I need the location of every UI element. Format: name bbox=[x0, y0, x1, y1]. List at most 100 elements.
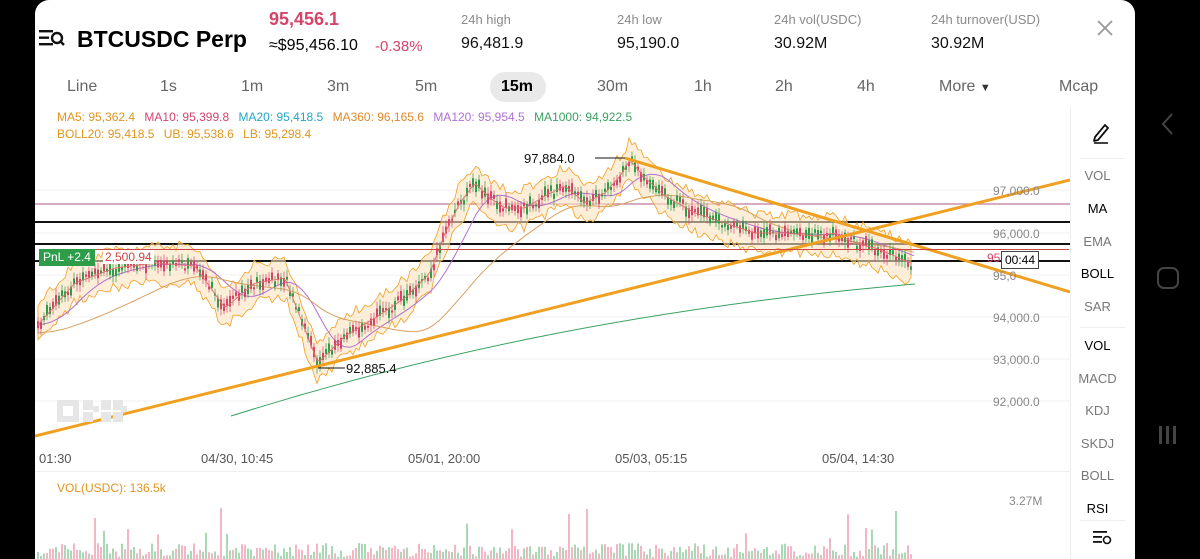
side-skdj[interactable]: SKDJ bbox=[1080, 436, 1115, 451]
tf-15m[interactable]: 15m bbox=[501, 78, 534, 95]
candle-body bbox=[499, 201, 501, 213]
volume-bar bbox=[67, 549, 69, 559]
volume-bar bbox=[367, 552, 369, 559]
candle-body bbox=[79, 278, 81, 286]
candle-body bbox=[784, 225, 786, 237]
volume-bar bbox=[151, 543, 153, 559]
candle-body bbox=[607, 182, 609, 190]
volume-bar bbox=[247, 548, 249, 559]
volume-bar bbox=[358, 543, 360, 559]
tf-1m[interactable]: 1m bbox=[241, 78, 264, 95]
volume-bar bbox=[685, 549, 687, 559]
side-macd[interactable]: MACD bbox=[1078, 371, 1117, 386]
volume-bar bbox=[862, 555, 864, 559]
volume-bar bbox=[721, 554, 723, 559]
volume-bar bbox=[904, 552, 906, 559]
volume-bar bbox=[118, 556, 120, 559]
home-button-icon[interactable] bbox=[1156, 266, 1180, 290]
tf-more[interactable]: More ▼ bbox=[939, 78, 991, 96]
recent-apps-icon[interactable] bbox=[1157, 424, 1179, 446]
pnl-tag[interactable]: PnL +2.4 bbox=[39, 249, 95, 266]
candle-body bbox=[454, 209, 456, 214]
candle-body bbox=[88, 270, 90, 278]
side-kdj[interactable]: KDJ bbox=[1085, 403, 1110, 418]
volume-bar bbox=[589, 553, 591, 559]
volume-bar bbox=[718, 554, 720, 559]
side-ema[interactable]: EMA bbox=[1083, 234, 1112, 249]
volume-bar bbox=[520, 556, 522, 559]
volume-bar bbox=[871, 529, 873, 559]
side-boll[interactable]: BOLL bbox=[1080, 266, 1115, 281]
volume-bar bbox=[457, 552, 459, 559]
price-chart[interactable] bbox=[35, 108, 1070, 559]
tf-1s[interactable]: 1s bbox=[160, 78, 177, 95]
side-rsi[interactable]: RSI bbox=[1086, 501, 1109, 516]
volume-bar bbox=[490, 550, 492, 559]
candle-body bbox=[181, 260, 183, 263]
side-ma[interactable]: MA bbox=[1087, 201, 1108, 216]
candle-body bbox=[532, 204, 534, 209]
volume-bar bbox=[607, 546, 609, 559]
volume-bar bbox=[115, 551, 117, 559]
back-chevron-icon[interactable] bbox=[1160, 112, 1176, 136]
volume-bar bbox=[364, 544, 366, 559]
tf-line[interactable]: Line bbox=[67, 78, 98, 95]
menu-search-icon[interactable] bbox=[39, 26, 65, 50]
volume-bar bbox=[172, 550, 174, 559]
volume-bar bbox=[175, 548, 177, 559]
volume-bar bbox=[121, 543, 123, 559]
indicator-settings-icon[interactable] bbox=[1091, 528, 1113, 546]
volume-bar bbox=[340, 550, 342, 559]
volume-bar bbox=[529, 546, 531, 559]
volume-bar bbox=[733, 548, 735, 559]
draw-pen-icon[interactable] bbox=[1091, 122, 1111, 144]
symbol-title[interactable]: BTCUSDC Perp bbox=[77, 26, 247, 52]
side-vol-sub[interactable]: VOL bbox=[1084, 338, 1111, 353]
candle-body bbox=[304, 323, 306, 330]
tf-30m[interactable]: 30m bbox=[597, 78, 629, 95]
candle-body bbox=[724, 222, 726, 227]
volume-bar bbox=[802, 555, 804, 559]
volume-bar bbox=[166, 555, 168, 559]
candle-body bbox=[346, 332, 348, 340]
volume-bar bbox=[241, 544, 243, 559]
price-tick: 95,0 bbox=[993, 269, 1017, 283]
candle-body bbox=[469, 183, 471, 187]
volume-bar bbox=[580, 550, 582, 559]
candle-body bbox=[283, 277, 285, 287]
candle-body bbox=[727, 224, 729, 231]
tf-5m[interactable]: 5m bbox=[415, 78, 438, 95]
candle-body bbox=[436, 248, 438, 256]
volume-bar bbox=[535, 551, 537, 559]
volume-bar bbox=[646, 554, 648, 559]
tf-3m[interactable]: 3m bbox=[327, 78, 350, 95]
tf-2h[interactable]: 2h bbox=[775, 78, 793, 95]
candle-body bbox=[529, 196, 531, 206]
close-icon[interactable] bbox=[1095, 18, 1115, 38]
side-sar[interactable]: SAR bbox=[1084, 299, 1111, 314]
volume-bar bbox=[181, 545, 183, 559]
volume-bar bbox=[559, 546, 561, 559]
volume-bar bbox=[550, 550, 552, 559]
tf-1h[interactable]: 1h bbox=[694, 78, 712, 95]
candle-body bbox=[649, 179, 651, 189]
candle-body bbox=[178, 259, 180, 263]
side-vol[interactable]: VOL bbox=[1084, 168, 1111, 183]
tf-4h[interactable]: 4h bbox=[857, 78, 875, 95]
volume-bar bbox=[565, 549, 567, 559]
candle-body bbox=[790, 231, 792, 234]
candle-body bbox=[535, 204, 537, 207]
candle-body bbox=[121, 267, 123, 271]
candle-body bbox=[205, 274, 207, 281]
volume-bar bbox=[325, 543, 327, 559]
candle-body bbox=[847, 238, 849, 248]
tf-mcap[interactable]: Mcap bbox=[1059, 78, 1099, 95]
volume-bar bbox=[223, 555, 225, 559]
side-boll-sub[interactable]: BOLL bbox=[1080, 468, 1115, 483]
candle-body bbox=[52, 301, 54, 309]
volume-bar bbox=[661, 548, 663, 559]
volume-bar bbox=[874, 545, 876, 559]
volume-bar bbox=[220, 508, 222, 559]
stat-label: 24h low bbox=[617, 12, 662, 27]
volume-bar bbox=[700, 553, 702, 559]
